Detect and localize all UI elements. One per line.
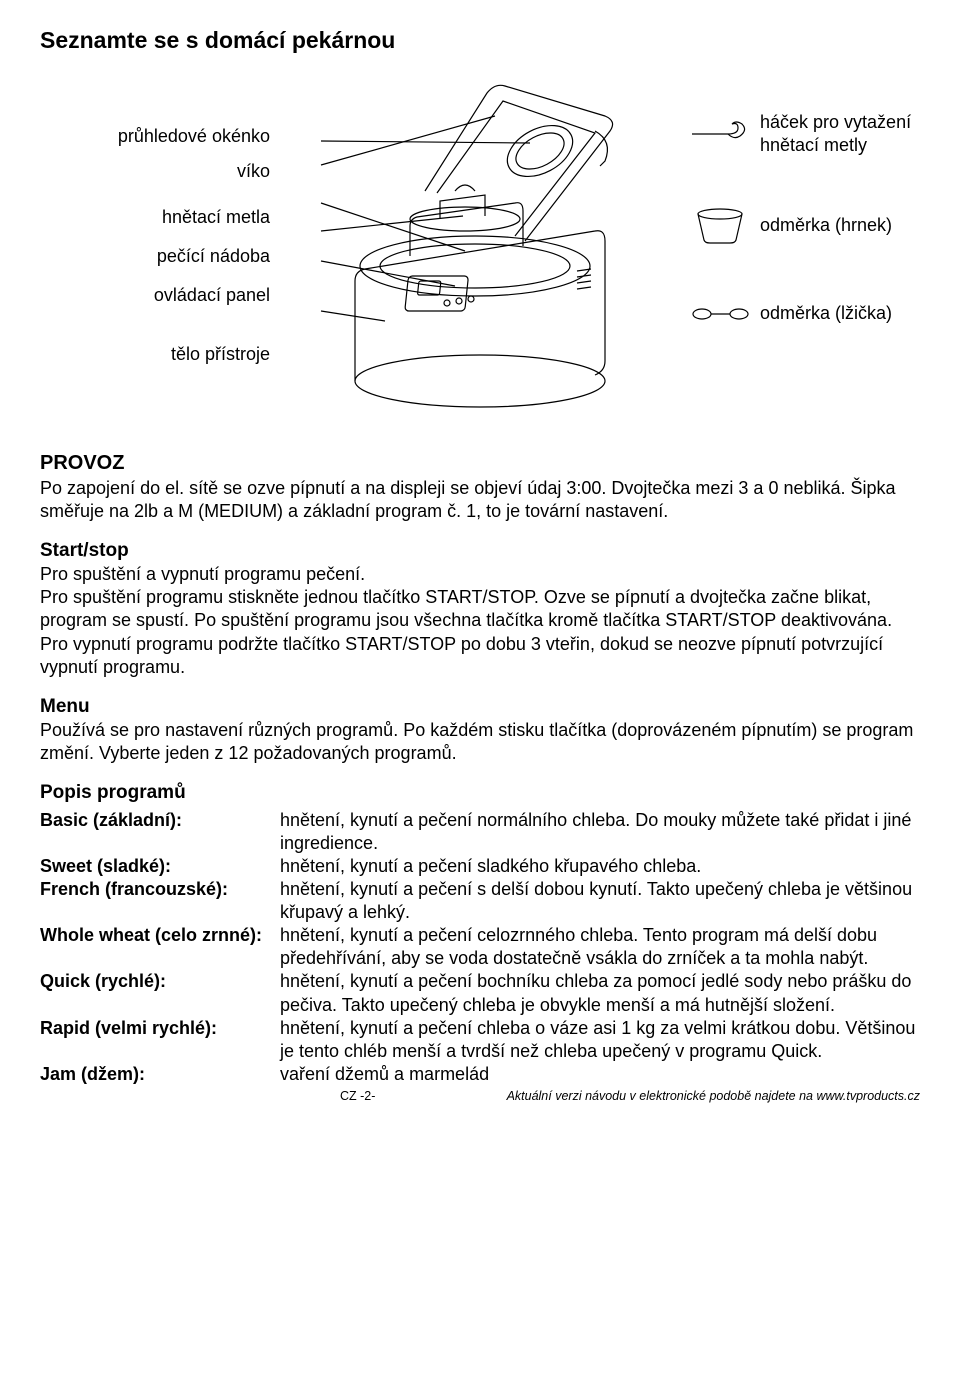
label-lid: víko xyxy=(40,160,270,183)
program-row: Quick (rychlé):hnětení, kynutí a pečení … xyxy=(40,970,920,1016)
text-startstop-1: Pro spuštění a vypnutí programu pečení. xyxy=(40,564,365,584)
cup-icon xyxy=(690,206,750,246)
text-provoz: Po zapojení do el. sítě se ozve pípnutí … xyxy=(40,478,896,521)
label-body: tělo přístroje xyxy=(40,343,270,366)
section-startstop: Start/stop Pro spuštění a vypnutí progra… xyxy=(40,539,920,678)
heading-programs: Popis programů xyxy=(40,781,920,805)
program-desc: hnětení, kynutí a pečení s delší dobou k… xyxy=(280,878,920,924)
program-row: Jam (džem):vaření džemů a marmelád xyxy=(40,1063,920,1086)
program-desc: hnětení, kynutí a pečení bochníku chleba… xyxy=(280,970,920,1016)
section-menu: Menu Používá se pro nastavení různých pr… xyxy=(40,695,920,765)
page-title: Seznamte se s domácí pekárnou xyxy=(40,26,920,55)
program-row: French (francouzské):hnětení, kynutí a p… xyxy=(40,878,920,924)
label-pan: pečící nádoba xyxy=(40,245,270,268)
hook-icon xyxy=(690,114,750,154)
program-row: Rapid (velmi rychlé):hnětení, kynutí a p… xyxy=(40,1017,920,1063)
program-label: Rapid (velmi rychlé): xyxy=(40,1017,280,1063)
heading-provoz: PROVOZ xyxy=(40,452,124,474)
labels-right: háček pro vytažení hnětací metly odměrka… xyxy=(690,71,920,381)
heading-startstop: Start/stop xyxy=(40,540,129,561)
footer-page: CZ -2- xyxy=(340,1088,375,1104)
label-cup: odměrka (hrnek) xyxy=(690,206,920,246)
program-desc: hnětení, kynutí a pečení sladkého křupav… xyxy=(280,855,920,878)
label-hook: háček pro vytažení hnětací metly xyxy=(690,111,920,157)
label-spoon: odměrka (lžička) xyxy=(690,294,920,334)
text-startstop-2: Pro spuštění programu stiskněte jednou t… xyxy=(40,587,892,630)
labels-left: průhledové okénko víko hnětací metla peč… xyxy=(40,71,270,377)
program-desc: hnětení, kynutí a pečení chleba o váze a… xyxy=(280,1017,920,1063)
label-kneader: hnětací metla xyxy=(40,206,270,229)
program-row: Basic (základní):hnětení, kynutí a pečen… xyxy=(40,809,920,855)
footer-note: Aktuální verzi návodu v elektronické pod… xyxy=(507,1088,920,1104)
program-label: Basic (základní): xyxy=(40,809,280,855)
page-footer: CZ -2- Aktuální verzi návodu v elektroni… xyxy=(40,1088,920,1104)
spoon-icon xyxy=(690,294,750,334)
diagram-area: průhledové okénko víko hnětací metla peč… xyxy=(40,71,920,411)
program-desc: vaření džemů a marmelád xyxy=(280,1063,920,1086)
program-label: Sweet (sladké): xyxy=(40,855,280,878)
section-provoz: PROVOZ Po zapojení do el. sítě se ozve p… xyxy=(40,451,920,523)
program-label: French (francouzské): xyxy=(40,878,280,924)
label-panel: ovládací panel xyxy=(40,284,270,307)
program-label: Quick (rychlé): xyxy=(40,970,280,1016)
program-row: Whole wheat (celo zrnné):hnětení, kynutí… xyxy=(40,924,920,970)
program-row: Sweet (sladké):hnětení, kynutí a pečení … xyxy=(40,855,920,878)
heading-menu: Menu xyxy=(40,696,90,717)
program-desc: hnětení, kynutí a pečení celozrnného chl… xyxy=(280,924,920,970)
section-programs: Popis programů Basic (základní):hnětení,… xyxy=(40,781,920,1086)
breadmaker-diagram-icon xyxy=(315,71,645,411)
diagram-center xyxy=(270,71,690,411)
program-label: Jam (džem): xyxy=(40,1063,280,1086)
program-desc: hnětení, kynutí a pečení normálního chle… xyxy=(280,809,920,855)
text-menu: Používá se pro nastavení různých program… xyxy=(40,720,913,763)
label-window: průhledové okénko xyxy=(40,125,270,148)
text-startstop-3: Pro vypnutí programu podržte tlačítko ST… xyxy=(40,634,883,677)
program-label: Whole wheat (celo zrnné): xyxy=(40,924,280,970)
